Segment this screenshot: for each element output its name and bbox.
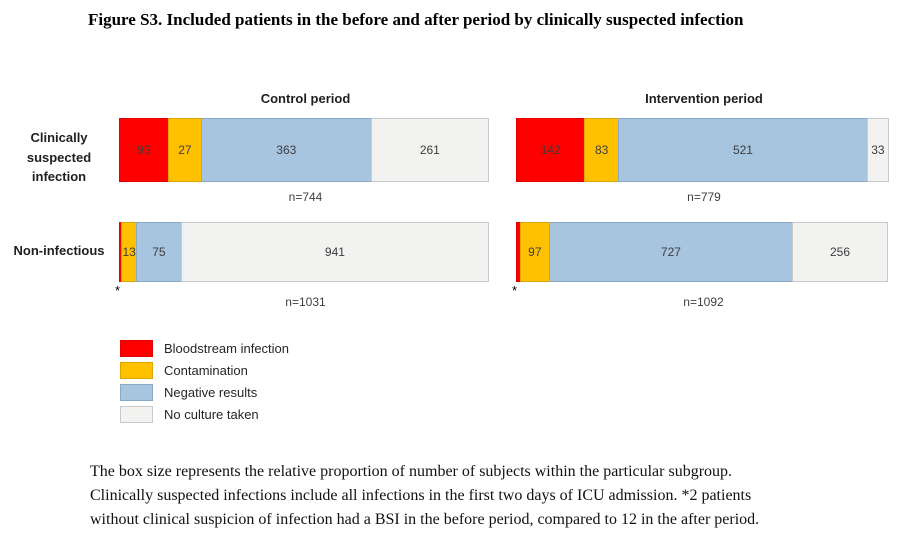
bar-segment-negative-results: 363 (200, 118, 372, 182)
footnote-asterisk-control-noninfectious: * (115, 283, 121, 298)
legend-label-bloodstream-infection: Bloodstream infection (164, 340, 290, 356)
bar-segment-value: 261 (419, 143, 440, 157)
bar-segment-negative-results: 75 (136, 222, 182, 282)
bar-segment-value: 521 (732, 143, 753, 157)
bar-segment-value: 142 (540, 143, 561, 157)
bar-segment-value: 363 (276, 143, 297, 157)
bar-segment-value: 941 (324, 245, 345, 259)
caption-line-3: without clinical suspicion of infection … (90, 511, 760, 528)
stacked-bar-intervention-noninfectious: 97 727 256 (516, 222, 891, 282)
legend-label-no-culture-taken: No culture taken (164, 406, 259, 422)
total-label-control-suspected: n=744 (288, 190, 323, 204)
column-header-intervention-period: Intervention period (645, 91, 763, 106)
caption-line-2: Clinically suspected infections include … (90, 487, 752, 504)
bar-segment-value: 93 (137, 143, 151, 157)
bar-segment-contamination: 27 (167, 118, 202, 182)
bar-segment-value: 33 (871, 143, 885, 157)
bar-segment-no-culture-taken: 941 (180, 222, 489, 282)
figure-title: Figure S3. Included patients in the befo… (88, 10, 744, 29)
bar-segment-value: 97 (528, 245, 542, 259)
legend-swatch-bloodstream-infection (120, 339, 153, 357)
legend-row-contamination: Contamination (120, 359, 289, 381)
legend: Bloodstream infection Contamination Nega… (120, 337, 289, 425)
legend-row-negative-results: Negative results (120, 381, 289, 403)
legend-swatch-contamination (120, 361, 153, 379)
footnote-asterisk-intervention-noninfectious: * (512, 283, 518, 298)
legend-swatch-negative-results (120, 383, 153, 401)
stacked-bar-control-noninfectious: 13 75 941 (119, 222, 492, 282)
bar-segment-bloodstream-infection: 142 (516, 118, 586, 182)
legend-row-bloodstream-infection: Bloodstream infection (120, 337, 289, 359)
bar-segment-no-culture-taken: 261 (370, 118, 489, 182)
bar-segment-contamination: 83 (584, 118, 620, 182)
legend-row-no-culture-taken: No culture taken (120, 403, 289, 425)
bar-segment-no-culture-taken: 256 (791, 222, 888, 282)
bar-segment-value: 83 (594, 143, 609, 157)
bar-segment-negative-results: 727 (548, 222, 793, 282)
bar-segment-value: 27 (178, 143, 192, 157)
row-label-non-infectious: Non-infectious (13, 243, 105, 258)
bar-segment-no-culture-taken: 33 (866, 118, 889, 182)
row-label-clinically-suspected-infection: Clinically suspected infection (26, 130, 92, 184)
bar-segment-value: 13 (122, 245, 136, 259)
stacked-bar-control-suspected: 93 27 363 261 (119, 118, 492, 182)
bar-segment-negative-results: 521 (618, 118, 868, 182)
bar-segment-value: 256 (829, 245, 850, 259)
figure-caption: The box size represents the relative pro… (90, 460, 759, 532)
stacked-bar-intervention-suspected: 142 83 521 33 (516, 118, 892, 182)
bar-segment-bloodstream-infection: 93 (119, 118, 169, 182)
legend-label-negative-results: Negative results (164, 384, 258, 400)
total-label-control-noninfectious: n=1031 (285, 295, 326, 309)
column-header-control-period: Control period (260, 91, 351, 106)
total-label-intervention-suspected: n=779 (687, 190, 721, 204)
total-label-intervention-noninfectious: n=1092 (683, 295, 724, 309)
bar-segment-contamination: 97 (519, 222, 550, 282)
legend-swatch-no-culture-taken (120, 405, 153, 423)
legend-label-contamination: Contamination (164, 362, 248, 378)
bar-segment-value: 75 (152, 245, 166, 259)
caption-line-1: The box size represents the relative pro… (90, 463, 733, 480)
bar-segment-value: 727 (660, 245, 681, 259)
bar-segment-contamination: 13 (121, 222, 137, 282)
